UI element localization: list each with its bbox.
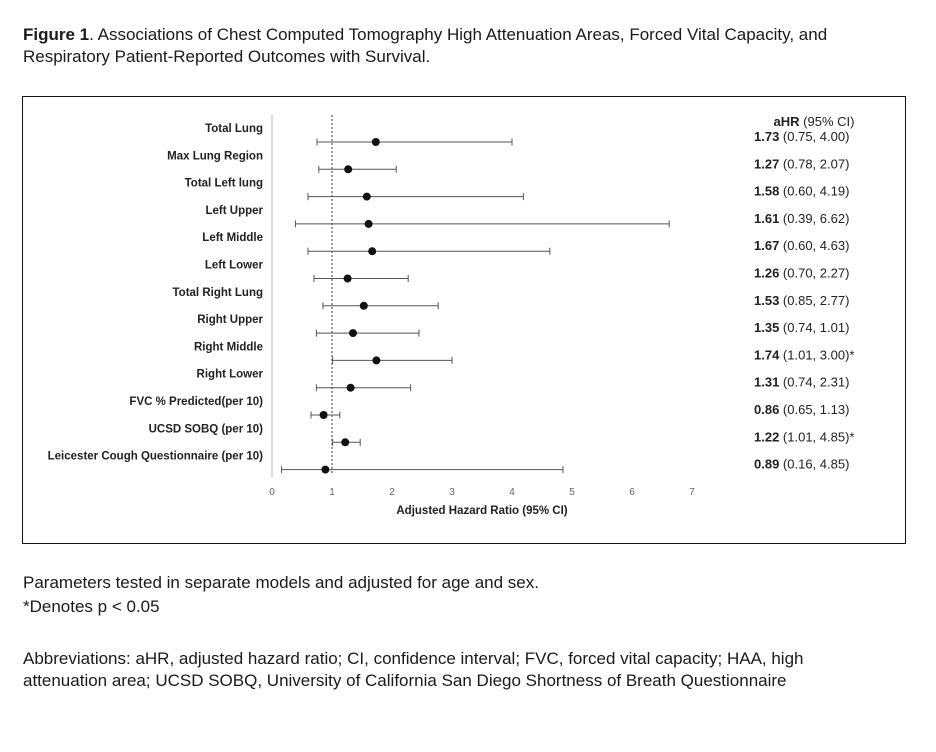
point-estimate bbox=[343, 274, 352, 283]
ahr-ci: (0.75, 4.00) bbox=[779, 129, 849, 144]
row-label: Leicester Cough Questionnaire (per 10) bbox=[48, 451, 264, 463]
ahr-value: 1.31 (0.74, 2.31) bbox=[754, 375, 849, 390]
forest-plot-frame: 0 1 2 3 4 5 6 7 Adjusted Hazard Ratio (95% CI) aH… bbox=[22, 96, 906, 544]
row-label: Total Right Lung bbox=[173, 287, 263, 299]
row-label: Total Lung bbox=[205, 123, 263, 135]
x-tick-label: 0 bbox=[269, 487, 275, 498]
ahr-value: 1.74 (1.01, 3.00)* bbox=[754, 347, 854, 362]
row-label: Left Lower bbox=[205, 260, 264, 272]
row-label: FVC % Predicted(per 10) bbox=[129, 396, 263, 408]
point-estimate bbox=[349, 329, 357, 338]
x-tick-label: 4 bbox=[509, 487, 515, 498]
x-tick-label: 1 bbox=[329, 487, 335, 498]
point-estimate bbox=[344, 165, 353, 174]
ahr-ci: (0.78, 2.07) bbox=[779, 156, 849, 171]
ahr-estimate: 1.35 bbox=[754, 320, 779, 335]
ahr-estimate: 1.74 bbox=[754, 347, 780, 362]
ahr-estimate: 1.61 bbox=[754, 211, 779, 226]
row-label: UCSD SOBQ (per 10) bbox=[149, 423, 264, 435]
ahr-estimate: 1.27 bbox=[754, 156, 779, 171]
ahr-estimate: 1.22 bbox=[754, 429, 779, 444]
ahr-ci: (0.74, 2.31) bbox=[779, 375, 849, 390]
ahr-value: 1.61 (0.39, 6.62) bbox=[754, 211, 849, 226]
ahr-estimate: 1.58 bbox=[754, 184, 779, 199]
x-axis-title: Adjusted Hazard Ratio (95% CI) bbox=[396, 505, 567, 517]
point-estimate bbox=[372, 356, 381, 365]
ahr-value: 1.73 (0.75, 4.00) bbox=[754, 129, 849, 144]
ahr-estimate: 1.67 bbox=[754, 238, 779, 253]
abbreviations-note: Abbreviations: aHR, adjusted hazard rati… bbox=[23, 649, 804, 690]
point-estimate bbox=[319, 411, 328, 419]
x-tick-label: 3 bbox=[449, 487, 455, 498]
ahr-ci: (0.16, 4.85) bbox=[779, 457, 849, 472]
ahr-estimate: 1.31 bbox=[754, 375, 779, 390]
point-estimate bbox=[321, 465, 330, 474]
significance-note: *Denotes p < 0.05 bbox=[23, 597, 160, 616]
ahr-estimate: 0.89 bbox=[754, 457, 779, 472]
x-tick-label: 7 bbox=[689, 487, 695, 498]
ahr-value: 1.58 (0.60, 4.19) bbox=[754, 184, 849, 199]
x-tick-label: 6 bbox=[629, 487, 635, 498]
ahr-value: 1.53 (0.85, 2.77) bbox=[754, 293, 849, 308]
point-estimate bbox=[362, 192, 371, 201]
forest-plot: 0 1 2 3 4 5 6 7 Adjusted Hazard Ratio (95% CI) aH… bbox=[48, 114, 855, 517]
figure-caption: Figure 1. Associations of Chest Computed… bbox=[23, 24, 903, 68]
point-estimate bbox=[371, 138, 380, 146]
ahr-ci: (0.65, 1.13) bbox=[779, 402, 849, 417]
point-estimate bbox=[364, 219, 373, 228]
ahr-value: 1.67 (0.60, 4.63) bbox=[754, 238, 849, 253]
ahr-value: 1.27 (0.78, 2.07) bbox=[754, 156, 849, 171]
ahr-value: 1.22 (1.01, 4.85)* bbox=[754, 429, 854, 444]
ahr-ci: (0.39, 6.62) bbox=[779, 211, 849, 226]
point-estimate bbox=[359, 301, 368, 310]
ahr-estimate: 1.53 bbox=[754, 293, 779, 308]
ahr-ci: (1.01, 4.85)* bbox=[779, 429, 854, 444]
row-label: Left Middle bbox=[202, 232, 263, 244]
ahr-ci: (0.85, 2.77) bbox=[779, 293, 849, 308]
point-estimate bbox=[346, 383, 355, 392]
ahr-estimate: 1.73 bbox=[754, 129, 779, 144]
figure-label: Figure 1 bbox=[23, 25, 90, 44]
row-label: Max Lung Region bbox=[167, 150, 263, 162]
point-estimate bbox=[368, 247, 377, 256]
ahr-value: 1.35 (0.74, 1.01) bbox=[754, 320, 849, 335]
ahr-value: 0.89 (0.16, 4.85) bbox=[754, 457, 849, 472]
row-label: Right Upper bbox=[197, 314, 263, 326]
ahr-header-ci: (95% CI) bbox=[800, 114, 855, 129]
figure-caption-text: . Associations of Chest Computed Tomogra… bbox=[23, 25, 828, 66]
point-estimate bbox=[341, 438, 350, 447]
ahr-ci: (0.60, 4.19) bbox=[779, 184, 849, 199]
row-label: Total Left lung bbox=[185, 178, 263, 190]
ahr-estimate: 1.26 bbox=[754, 266, 779, 281]
ahr-header-bold: aHR bbox=[774, 114, 801, 129]
ahr-value: 0.86 (0.65, 1.13) bbox=[754, 402, 849, 417]
row-label: Right Middle bbox=[194, 341, 263, 353]
ahr-value: 1.26 (0.70, 2.27) bbox=[754, 266, 849, 281]
x-tick-label: 5 bbox=[569, 487, 575, 498]
ahr-ci: (0.74, 1.01) bbox=[779, 320, 849, 335]
x-tick-label: 2 bbox=[389, 487, 395, 498]
ahr-ci: (0.70, 2.27) bbox=[779, 266, 849, 281]
ahr-column-header: aHR (95% CI) bbox=[774, 114, 855, 129]
ahr-ci: (1.01, 3.00)* bbox=[779, 347, 854, 362]
row-label: Right Lower bbox=[197, 369, 264, 381]
model-note: Parameters tested in separate models and… bbox=[23, 573, 539, 592]
ahr-ci: (0.60, 4.63) bbox=[779, 238, 849, 253]
row-label: Left Upper bbox=[206, 205, 264, 217]
ahr-estimate: 0.86 bbox=[754, 402, 779, 417]
